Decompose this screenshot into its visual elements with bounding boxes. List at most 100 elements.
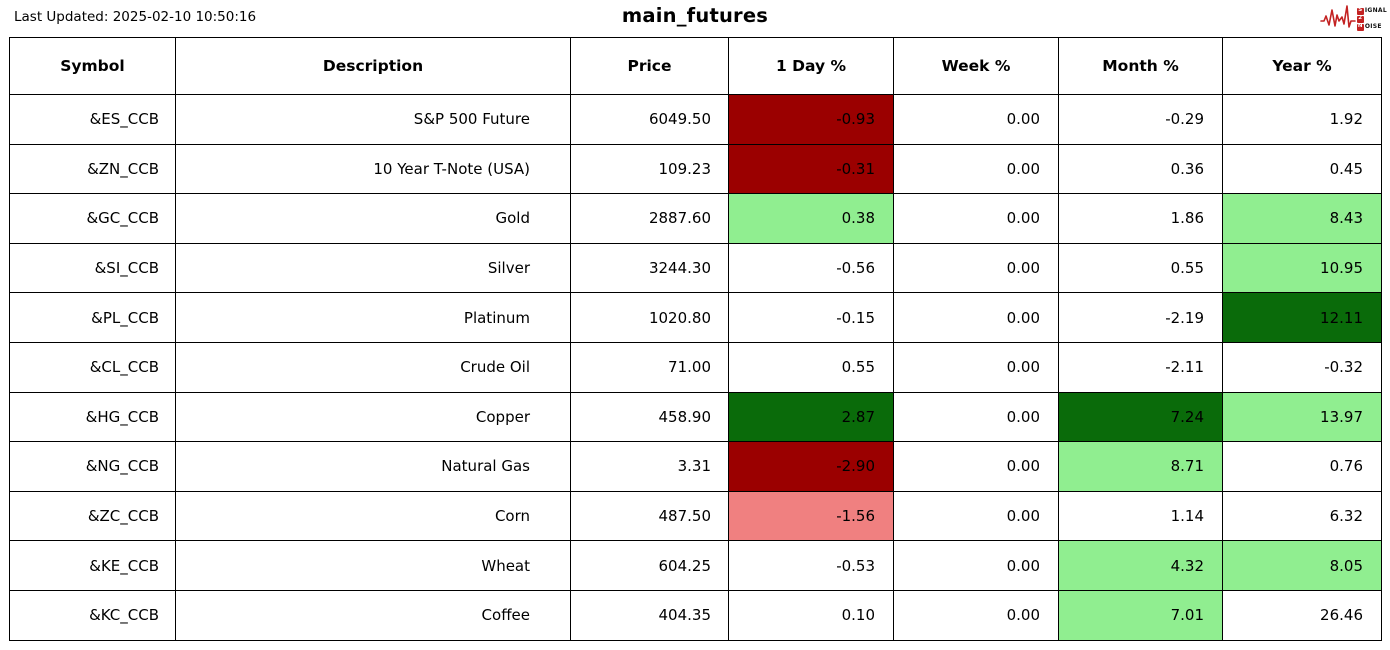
column-header-price: Price bbox=[570, 37, 729, 95]
futures-table-body: &ES_CCB S&P 500 Future 6049.50 -0.93 0.00 -0.… bbox=[9, 94, 1382, 641]
week-pct-cell: 0.00 bbox=[893, 441, 1059, 492]
logo-letter-2: 2 bbox=[1356, 15, 1364, 23]
day-pct-cell: 0.38 bbox=[728, 193, 894, 244]
column-header-month: Month % bbox=[1058, 37, 1223, 95]
logo-line-2: 2 bbox=[1356, 15, 1387, 23]
year-pct-cell: 8.05 bbox=[1222, 540, 1382, 591]
symbol-cell: &HG_CCB bbox=[9, 391, 176, 443]
table-row: &KC_CCB Coffee 404.35 0.10 0.00 7.01 26.46 bbox=[9, 589, 1382, 641]
year-pct-cell: 0.45 bbox=[1222, 143, 1382, 195]
year-pct-cell: 10.95 bbox=[1222, 242, 1382, 294]
symbol-cell: &ES_CCB bbox=[9, 94, 176, 145]
symbol-cell: &CL_CCB bbox=[9, 341, 176, 393]
price-cell: 2887.60 bbox=[570, 193, 729, 244]
month-pct-cell: -0.29 bbox=[1058, 94, 1223, 145]
logo-word-noise-rest: OISE bbox=[1364, 23, 1382, 30]
description-cell: S&P 500 Future bbox=[175, 94, 571, 145]
logo-line-signal: S IGNAL bbox=[1356, 7, 1387, 15]
week-pct-cell: 0.00 bbox=[893, 341, 1059, 393]
price-cell: 6049.50 bbox=[570, 94, 729, 145]
table-row: &SI_CCB Silver 3244.30 -0.56 0.00 0.55 10.95 bbox=[9, 242, 1382, 294]
week-pct-cell: 0.00 bbox=[893, 540, 1059, 591]
description-cell: Platinum bbox=[175, 292, 571, 343]
price-cell: 487.50 bbox=[570, 490, 729, 542]
symbol-cell: &ZC_CCB bbox=[9, 490, 176, 542]
table-row: &NG_CCB Natural Gas 3.31 -2.90 0.00 8.71 0.76 bbox=[9, 441, 1382, 492]
table-row: &PL_CCB Platinum 1020.80 -0.15 0.00 -2.19 12.1… bbox=[9, 292, 1382, 343]
year-pct-cell: 26.46 bbox=[1222, 589, 1382, 641]
description-cell: Gold bbox=[175, 193, 571, 244]
week-pct-cell: 0.00 bbox=[893, 490, 1059, 542]
day-pct-cell: -0.15 bbox=[728, 292, 894, 343]
futures-table: Symbol Description Price 1 Day % Week % … bbox=[9, 37, 1382, 641]
logo-word-signal-rest: IGNAL bbox=[1364, 7, 1387, 14]
day-pct-cell: -0.93 bbox=[728, 94, 894, 145]
table-header-row: Symbol Description Price 1 Day % Week % … bbox=[9, 37, 1382, 95]
month-pct-cell: 1.14 bbox=[1058, 490, 1223, 542]
last-updated-timestamp: Last Updated: 2025-02-10 10:50:16 bbox=[14, 9, 257, 25]
table-row: &ZN_CCB 10 Year T-Note (USA) 109.23 -0.31 0.… bbox=[9, 143, 1382, 195]
symbol-cell: &ZN_CCB bbox=[9, 143, 176, 195]
year-pct-cell: 6.32 bbox=[1222, 490, 1382, 542]
symbol-cell: &PL_CCB bbox=[9, 292, 176, 343]
table-row: &HG_CCB Copper 458.90 2.87 0.00 7.24 13.97 bbox=[9, 391, 1382, 443]
symbol-cell: &KC_CCB bbox=[9, 589, 176, 641]
month-pct-cell: 8.71 bbox=[1058, 441, 1223, 492]
month-pct-cell: 0.36 bbox=[1058, 143, 1223, 195]
page-title: main_futures bbox=[621, 4, 769, 27]
year-pct-cell: 13.97 bbox=[1222, 391, 1382, 443]
price-cell: 3.31 bbox=[570, 441, 729, 492]
table-row: &CL_CCB Crude Oil 71.00 0.55 0.00 -2.11 -0.32 bbox=[9, 341, 1382, 393]
price-cell: 3244.30 bbox=[570, 242, 729, 294]
year-pct-cell: 12.11 bbox=[1222, 292, 1382, 343]
table-row: &KE_CCB Wheat 604.25 -0.53 0.00 4.32 8.05 bbox=[9, 540, 1382, 591]
week-pct-cell: 0.00 bbox=[893, 143, 1059, 195]
day-pct-cell: 0.10 bbox=[728, 589, 894, 641]
week-pct-cell: 0.00 bbox=[893, 589, 1059, 641]
month-pct-cell: 4.32 bbox=[1058, 540, 1223, 591]
month-pct-cell: -2.11 bbox=[1058, 341, 1223, 393]
week-pct-cell: 0.00 bbox=[893, 242, 1059, 294]
week-pct-cell: 0.00 bbox=[893, 193, 1059, 244]
logo-text: S IGNAL 2 N OISE bbox=[1356, 7, 1387, 31]
table-row: &GC_CCB Gold 2887.60 0.38 0.00 1.86 8.43 bbox=[9, 193, 1382, 244]
price-cell: 71.00 bbox=[570, 341, 729, 393]
price-cell: 404.35 bbox=[570, 589, 729, 641]
day-pct-cell: -0.56 bbox=[728, 242, 894, 294]
description-cell: Wheat bbox=[175, 540, 571, 591]
month-pct-cell: -2.19 bbox=[1058, 292, 1223, 343]
day-pct-cell: -1.56 bbox=[728, 490, 894, 542]
month-pct-cell: 7.01 bbox=[1058, 589, 1223, 641]
symbol-cell: &GC_CCB bbox=[9, 193, 176, 244]
column-header-description: Description bbox=[175, 37, 571, 95]
table-row: &ZC_CCB Corn 487.50 -1.56 0.00 1.14 6.32 bbox=[9, 490, 1382, 542]
waveform-icon bbox=[1320, 3, 1356, 35]
column-header-1day: 1 Day % bbox=[728, 37, 894, 95]
week-pct-cell: 0.00 bbox=[893, 391, 1059, 443]
logo-letter-n: N bbox=[1356, 23, 1364, 31]
description-cell: Natural Gas bbox=[175, 441, 571, 492]
column-header-symbol: Symbol bbox=[9, 37, 176, 95]
symbol-cell: &SI_CCB bbox=[9, 242, 176, 294]
week-pct-cell: 0.00 bbox=[893, 292, 1059, 343]
description-cell: Copper bbox=[175, 391, 571, 443]
day-pct-cell: 2.87 bbox=[728, 391, 894, 443]
year-pct-cell: 0.76 bbox=[1222, 441, 1382, 492]
day-pct-cell: -2.90 bbox=[728, 441, 894, 492]
day-pct-cell: -0.53 bbox=[728, 540, 894, 591]
signal2noise-logo: S IGNAL 2 N OISE bbox=[1320, 3, 1387, 35]
column-header-year: Year % bbox=[1222, 37, 1382, 95]
price-cell: 109.23 bbox=[570, 143, 729, 195]
description-cell: Silver bbox=[175, 242, 571, 294]
year-pct-cell: 1.92 bbox=[1222, 94, 1382, 145]
symbol-cell: &NG_CCB bbox=[9, 441, 176, 492]
day-pct-cell: -0.31 bbox=[728, 143, 894, 195]
table-row: &ES_CCB S&P 500 Future 6049.50 -0.93 0.00 -0.… bbox=[9, 94, 1382, 145]
logo-letter-s: S bbox=[1356, 7, 1364, 15]
description-cell: 10 Year T-Note (USA) bbox=[175, 143, 571, 195]
price-cell: 604.25 bbox=[570, 540, 729, 591]
price-cell: 458.90 bbox=[570, 391, 729, 443]
symbol-cell: &KE_CCB bbox=[9, 540, 176, 591]
description-cell: Corn bbox=[175, 490, 571, 542]
week-pct-cell: 0.00 bbox=[893, 94, 1059, 145]
